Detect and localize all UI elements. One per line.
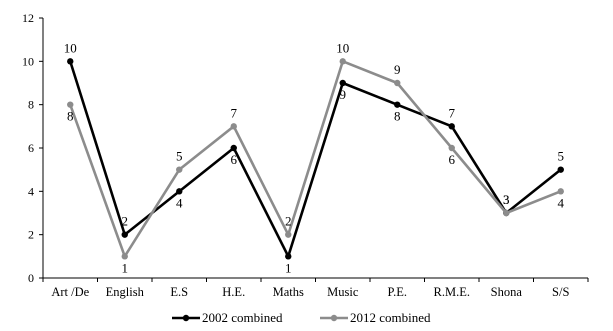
data-label: 8 bbox=[67, 109, 74, 124]
data-point bbox=[448, 144, 455, 152]
data-label: 1 bbox=[122, 260, 129, 275]
data-point bbox=[557, 188, 564, 195]
data-label: 8 bbox=[394, 109, 401, 124]
data-label: 6 bbox=[231, 152, 238, 167]
data-label: 3 bbox=[503, 192, 510, 207]
x-tick-label: S/S bbox=[552, 285, 569, 299]
x-tick-label: Shona bbox=[491, 285, 523, 299]
y-tick-label: 8 bbox=[28, 98, 34, 112]
legend-label: 2002 combined bbox=[202, 310, 283, 325]
data-label: 3 bbox=[503, 192, 510, 207]
y-tick-label: 6 bbox=[28, 141, 34, 155]
y-tick-label: 0 bbox=[28, 271, 34, 285]
data-point bbox=[176, 166, 183, 173]
legend-label: 2012 combined bbox=[350, 310, 431, 325]
data-point bbox=[230, 123, 237, 130]
x-tick-label: Music bbox=[327, 285, 359, 299]
y-tick-label: 2 bbox=[28, 228, 34, 242]
data-point bbox=[176, 188, 183, 195]
legend-marker bbox=[182, 314, 190, 322]
data-point bbox=[339, 58, 346, 65]
data-point bbox=[448, 123, 455, 130]
data-point bbox=[121, 231, 128, 238]
data-point bbox=[67, 101, 74, 108]
data-point bbox=[503, 209, 510, 217]
data-point bbox=[67, 58, 74, 65]
data-label: 9 bbox=[394, 62, 401, 77]
x-tick-label: English bbox=[106, 285, 145, 299]
y-tick-label: 12 bbox=[22, 11, 34, 25]
data-point bbox=[121, 253, 128, 260]
y-tick-label: 4 bbox=[28, 184, 34, 198]
x-tick-label: Art /De bbox=[51, 285, 89, 299]
data-label: 9 bbox=[340, 87, 347, 102]
data-label: 2 bbox=[285, 214, 292, 229]
data-label: 7 bbox=[231, 105, 238, 120]
x-tick-label: R.M.E. bbox=[434, 285, 470, 299]
data-label: 5 bbox=[558, 149, 565, 164]
data-label: 6 bbox=[449, 152, 456, 167]
data-label: 5 bbox=[176, 149, 183, 164]
data-label: 4 bbox=[558, 195, 565, 210]
data-label: 10 bbox=[336, 40, 349, 55]
legend-marker bbox=[330, 314, 338, 322]
chart-series bbox=[67, 58, 564, 260]
x-tick-label: H.E. bbox=[222, 285, 245, 299]
data-point bbox=[557, 166, 564, 173]
data-point bbox=[285, 231, 292, 238]
x-axis-labels: Art /De English E.S H.E. Maths Music P.E. R.M.E… bbox=[42, 278, 589, 299]
chart-legend: 2002 combined 2012 combined bbox=[172, 310, 431, 325]
data-point bbox=[394, 79, 401, 87]
data-label: 7 bbox=[449, 105, 456, 120]
data-point bbox=[394, 101, 401, 108]
data-label: 2 bbox=[122, 214, 129, 229]
data-point bbox=[230, 144, 237, 152]
x-tick-label: P.E. bbox=[388, 285, 407, 299]
y-tick-label: 10 bbox=[22, 54, 34, 68]
data-label: 4 bbox=[176, 195, 183, 210]
data-label: 1 bbox=[285, 260, 292, 275]
series-line bbox=[69, 60, 562, 258]
data-label: 10 bbox=[64, 40, 77, 55]
x-tick-label: Maths bbox=[273, 285, 304, 299]
y-axis-ticks: 0 2 4 6 8 10 12 bbox=[22, 11, 43, 285]
x-tick-label: E.S bbox=[170, 285, 188, 299]
data-point bbox=[285, 253, 292, 260]
data-point bbox=[339, 79, 346, 87]
